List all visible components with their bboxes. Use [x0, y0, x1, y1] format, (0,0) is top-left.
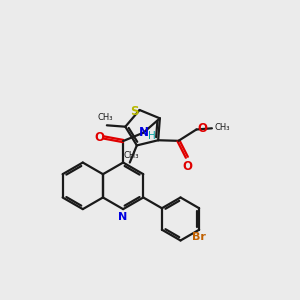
Text: O: O	[94, 131, 104, 144]
Text: O: O	[197, 122, 207, 135]
Text: Br: Br	[192, 232, 206, 242]
Text: CH₃: CH₃	[214, 123, 230, 132]
Text: H: H	[148, 131, 156, 141]
Text: S: S	[130, 105, 138, 118]
Text: N: N	[139, 126, 149, 139]
Text: CH₃: CH₃	[98, 113, 113, 122]
Text: CH₃: CH₃	[124, 151, 139, 160]
Text: N: N	[118, 212, 128, 221]
Text: O: O	[182, 160, 192, 173]
